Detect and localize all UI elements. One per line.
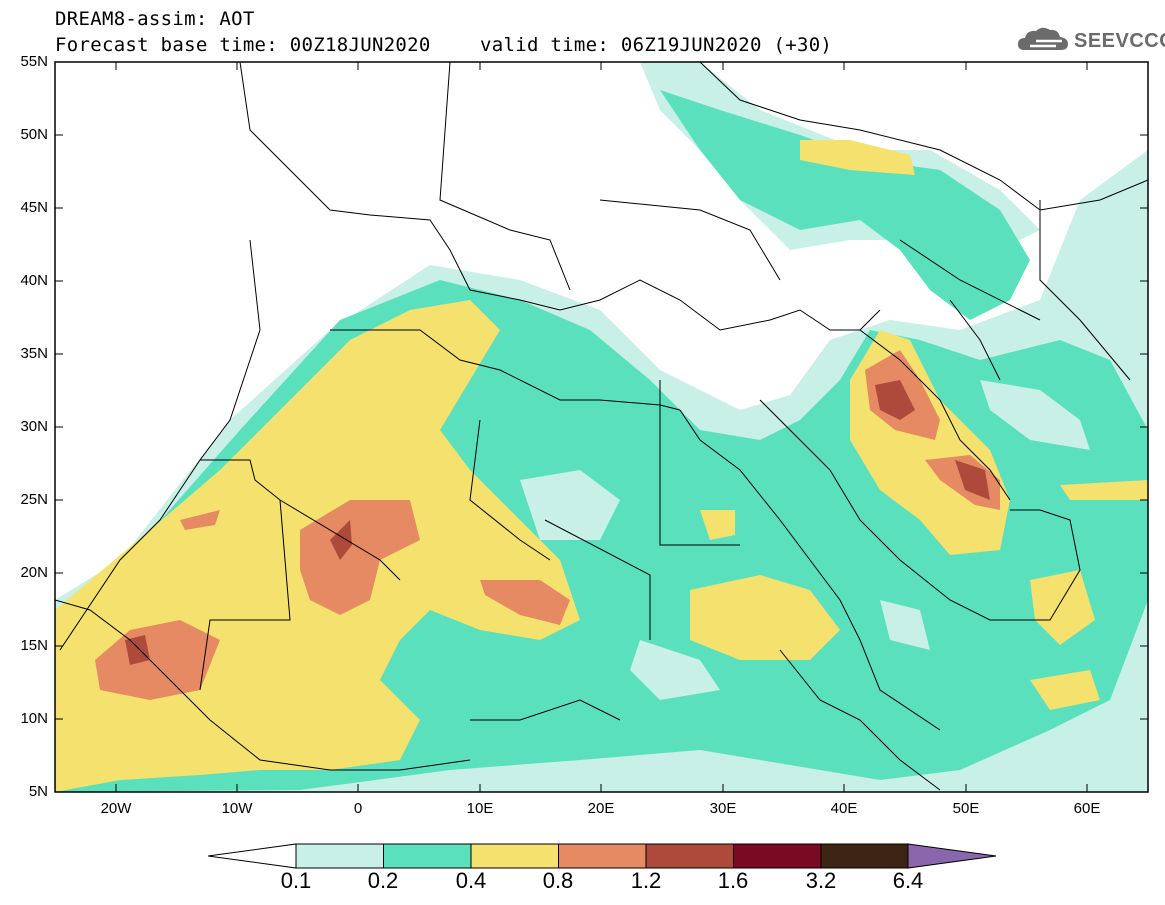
lon-label: 10E [466, 800, 494, 817]
lon-label: 20W [100, 800, 132, 817]
lat-label: 35N [20, 345, 48, 362]
lat-label: 40N [20, 272, 48, 289]
colorbar-label: 0.1 [280, 868, 312, 893]
lon-label: 60E [1073, 800, 1101, 817]
lat-label: 45N [20, 199, 48, 216]
lon-label: 50E [952, 800, 980, 817]
aot-contours [55, 62, 1148, 792]
colorbar-label: 3.2 [805, 868, 837, 893]
colorbar-label: 1.6 [717, 868, 749, 893]
lat-label: 5N [28, 783, 48, 800]
lon-label: 30E [709, 800, 737, 817]
lat-label: 10N [20, 710, 48, 727]
axis-ticks [55, 61, 1148, 792]
lon-label: 0 [353, 800, 363, 817]
colorbar-label: 6.4 [892, 868, 924, 893]
lat-label: 25N [20, 491, 48, 508]
aot-region-1.2 [330, 520, 352, 560]
logo-text: SEEVCCC [1074, 30, 1165, 52]
lon-label: 20E [587, 800, 615, 817]
aot-region-0.4-sudan [690, 575, 840, 660]
colorbar-label: 0.2 [367, 868, 399, 893]
valid-time: valid time: 06Z19JUN2020 (+30) [480, 34, 833, 56]
lon-label: 40E [830, 800, 858, 817]
lat-label: 55N [20, 53, 48, 70]
map-title: DREAM8-assim: AOT [55, 8, 255, 30]
lat-label: 15N [20, 637, 48, 654]
colorbar-label: 0.8 [542, 868, 574, 893]
forecast-base-time: Forecast base time: 00Z18JUN2020 [55, 34, 431, 56]
country-borders [55, 62, 1148, 791]
lat-label: 20N [20, 564, 48, 581]
aot-region-0.2-caspian [660, 90, 1030, 320]
colorbar-label: 1.2 [630, 868, 662, 893]
aot-region-0.8 [300, 500, 420, 615]
colorbar-label: 0.4 [455, 868, 487, 893]
lon-label: 10W [221, 800, 253, 817]
lat-label: 30N [20, 418, 48, 435]
cloud-logo-icon [1018, 27, 1068, 50]
lat-label: 50N [20, 126, 48, 143]
